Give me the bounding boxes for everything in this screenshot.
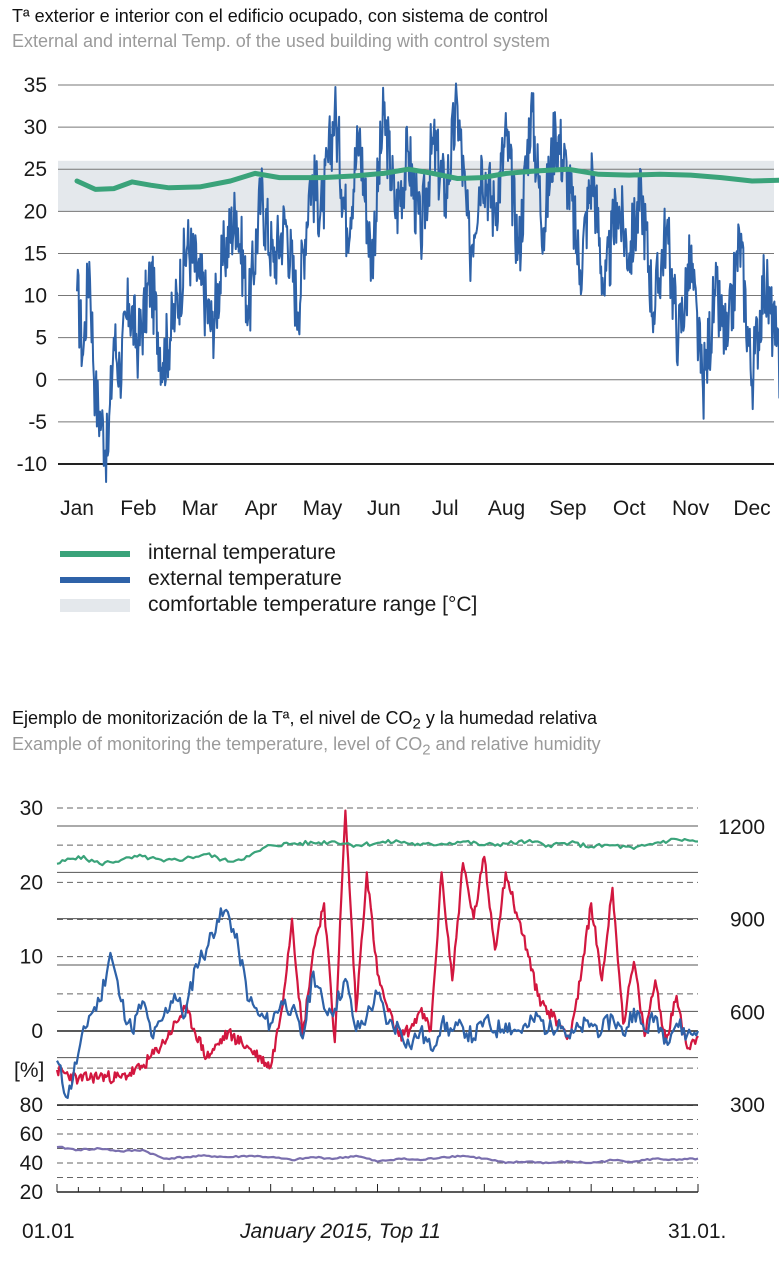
humidity-unit-label: [%] [14, 1059, 44, 1082]
x-tick-label: Apr [245, 497, 278, 520]
internal-temperature-series [56, 837, 699, 867]
y-tick-label: 10 [24, 285, 47, 308]
legend-swatch-internal [60, 551, 130, 557]
chart2-x-start-label: 01.01 [22, 1220, 75, 1243]
humidity-axis-label: 40 [20, 1152, 43, 1175]
chart1-subtitle: External and internal Temp. of the used … [12, 31, 550, 51]
y-tick-label: 30 [24, 116, 47, 139]
y-tick-label: 25 [24, 158, 47, 181]
y-tick-label: 0 [35, 369, 47, 392]
temp-axis-label: 0 [31, 1020, 43, 1043]
temp-axis-label: 10 [20, 946, 43, 969]
chart2-subtitle-subscript: 2 [422, 741, 431, 759]
y-tick-label: 15 [24, 242, 47, 265]
y-tick-label: 35 [24, 74, 47, 97]
chart2-title-subscript: 2 [412, 715, 421, 733]
temp-axis-label: 20 [20, 871, 43, 894]
legend-swatch-external [60, 577, 130, 583]
x-tick-label: Oct [613, 497, 646, 520]
temp-axis-label: 30 [20, 797, 43, 820]
co2-axis-label: 600 [730, 1001, 765, 1024]
co2-axis-label: 1200 [718, 816, 765, 839]
chart1-title: Tª exterior e interior con el edificio o… [12, 6, 548, 26]
chart2-title: Ejemplo de monitorización de la Tª, el n… [12, 708, 597, 733]
chart2-title-tail: y la humedad relativa [420, 708, 597, 728]
x-tick-label: Dec [733, 497, 770, 520]
chart2-subtitle: Example of monitoring the temperature, l… [12, 734, 601, 759]
legend-label-external: external temperature [148, 567, 342, 590]
x-tick-label: Jan [60, 497, 94, 520]
x-tick-label: Mar [182, 497, 218, 520]
legend-swatch-comfort [60, 599, 130, 612]
x-tick-label: May [303, 497, 343, 520]
x-tick-label: Jun [367, 497, 401, 520]
y-tick-label: 20 [24, 200, 47, 223]
humidity-axis-label: 20 [20, 1181, 43, 1204]
humidity-axis-label: 60 [20, 1123, 43, 1146]
internal-temperature-series [74, 166, 779, 192]
legend-label-comfort: comfortable temperature range [°C] [148, 593, 478, 616]
external-temperature-series [76, 82, 779, 483]
x-tick-label: Nov [672, 497, 710, 520]
chart2-x-end-label: 31.01. [668, 1220, 727, 1243]
chart2-period-label: January 2015, Top 11 [240, 1220, 441, 1243]
y-tick-label: -5 [28, 411, 47, 434]
x-tick-label: Feb [120, 497, 156, 520]
chart2-title-main: Ejemplo de monitorización de la Tª, el n… [12, 708, 413, 728]
chart1-plot: 35 30 25 20 15 10 5 0 -5 -10 Jan Feb Mar Apr May Jun Jul… [17, 74, 779, 520]
chart2-subtitle-tail: and relative humidity [430, 734, 601, 754]
humidity-axis-label: 80 [20, 1094, 43, 1117]
x-tick-label: Jul [432, 497, 459, 520]
co2-axis-label: 300 [730, 1094, 765, 1117]
co2-series [55, 809, 699, 1085]
y-tick-label: -10 [17, 453, 47, 476]
external-temperature-series [56, 907, 700, 1099]
x-tick-label: Sep [549, 497, 586, 520]
x-tick-label: Aug [488, 497, 525, 520]
legend-label-internal: internal temperature [148, 541, 336, 564]
y-tick-label: 5 [35, 327, 47, 350]
co2-axis-label: 900 [730, 909, 765, 932]
humidity-series [56, 1145, 699, 1165]
chart2-subtitle-main: Example of monitoring the temperature, l… [12, 734, 423, 754]
chart2-plot: 30 20 10 0 [%] 80 60 40 20 1200 900 600 300 [14, 797, 765, 1204]
